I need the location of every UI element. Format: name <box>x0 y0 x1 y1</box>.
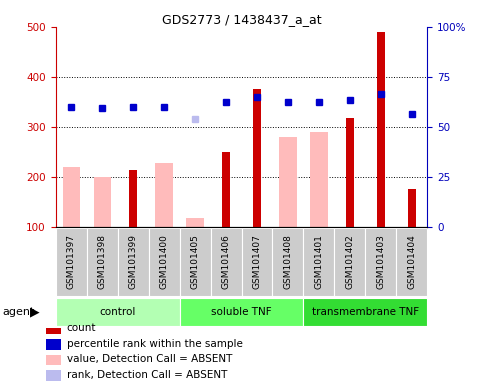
Text: soluble TNF: soluble TNF <box>211 307 272 317</box>
Bar <box>46 324 61 334</box>
Text: GSM101408: GSM101408 <box>284 234 293 289</box>
Text: count: count <box>67 323 97 333</box>
Text: GSM101397: GSM101397 <box>67 234 75 289</box>
Bar <box>156 163 172 227</box>
Bar <box>180 228 211 296</box>
Text: control: control <box>99 307 136 317</box>
Text: agent: agent <box>2 307 35 317</box>
Title: GDS2773 / 1438437_a_at: GDS2773 / 1438437_a_at <box>162 13 321 26</box>
Text: GSM101404: GSM101404 <box>408 234 416 289</box>
Bar <box>56 298 180 326</box>
Text: GSM101398: GSM101398 <box>98 234 107 289</box>
Text: percentile rank within the sample: percentile rank within the sample <box>67 339 243 349</box>
Bar <box>303 298 427 326</box>
Text: GSM101407: GSM101407 <box>253 234 261 289</box>
Bar <box>117 228 149 296</box>
Bar <box>311 132 327 227</box>
Text: transmembrane TNF: transmembrane TNF <box>312 307 419 317</box>
Bar <box>62 167 80 227</box>
Bar <box>253 89 261 227</box>
Bar <box>346 118 354 227</box>
Bar <box>377 32 385 227</box>
Bar <box>186 218 203 227</box>
Bar <box>46 339 61 350</box>
Bar <box>366 228 397 296</box>
Bar <box>303 228 334 296</box>
Bar <box>222 152 230 227</box>
Bar <box>46 355 61 365</box>
Bar <box>242 228 272 296</box>
Text: GSM101400: GSM101400 <box>159 234 169 289</box>
Text: GSM101399: GSM101399 <box>128 234 138 289</box>
Bar <box>56 228 86 296</box>
Bar <box>408 189 416 227</box>
Text: value, Detection Call = ABSENT: value, Detection Call = ABSENT <box>67 354 232 364</box>
Bar <box>211 228 242 296</box>
Bar <box>397 228 427 296</box>
Text: GSM101401: GSM101401 <box>314 234 324 289</box>
Bar <box>149 228 180 296</box>
Text: GSM101405: GSM101405 <box>190 234 199 289</box>
Bar <box>94 177 111 227</box>
Text: GSM101402: GSM101402 <box>345 234 355 289</box>
Bar <box>334 228 366 296</box>
Bar <box>86 228 117 296</box>
Text: rank, Detection Call = ABSENT: rank, Detection Call = ABSENT <box>67 370 227 380</box>
Text: ▶: ▶ <box>30 306 40 318</box>
Bar <box>129 170 137 227</box>
Bar <box>280 137 297 227</box>
Bar <box>46 371 61 381</box>
Bar <box>180 298 303 326</box>
Text: GSM101406: GSM101406 <box>222 234 230 289</box>
Bar <box>272 228 303 296</box>
Text: GSM101403: GSM101403 <box>376 234 385 289</box>
